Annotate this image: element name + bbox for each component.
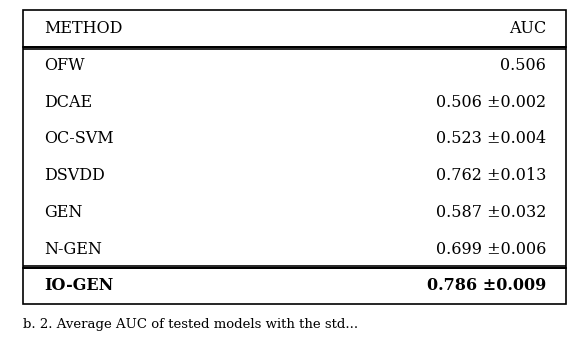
Text: b. 2. Average AUC of tested models with the std...: b. 2. Average AUC of tested models with … bbox=[23, 318, 359, 331]
Text: N-GEN: N-GEN bbox=[44, 241, 102, 258]
Text: AUC: AUC bbox=[509, 20, 546, 37]
Text: 0.506 ±0.002: 0.506 ±0.002 bbox=[436, 94, 546, 111]
Text: 0.762 ±0.013: 0.762 ±0.013 bbox=[436, 167, 546, 184]
Bar bbox=[23, 267, 566, 304]
Text: DCAE: DCAE bbox=[44, 94, 92, 111]
Text: OC-SVM: OC-SVM bbox=[44, 130, 113, 147]
Text: METHOD: METHOD bbox=[44, 20, 122, 37]
Text: OFW: OFW bbox=[44, 57, 85, 74]
Text: 0.587 ±0.032: 0.587 ±0.032 bbox=[436, 204, 546, 221]
Text: 0.523 ±0.004: 0.523 ±0.004 bbox=[436, 130, 546, 147]
Text: 0.786 ±0.009: 0.786 ±0.009 bbox=[427, 277, 546, 294]
Bar bbox=[23, 10, 566, 47]
Bar bbox=[23, 47, 566, 267]
Text: 0.699 ±0.006: 0.699 ±0.006 bbox=[436, 241, 546, 258]
Text: GEN: GEN bbox=[44, 204, 82, 221]
Text: 0.506: 0.506 bbox=[500, 57, 546, 74]
Text: DSVDD: DSVDD bbox=[44, 167, 105, 184]
Text: IO-GEN: IO-GEN bbox=[44, 277, 113, 294]
